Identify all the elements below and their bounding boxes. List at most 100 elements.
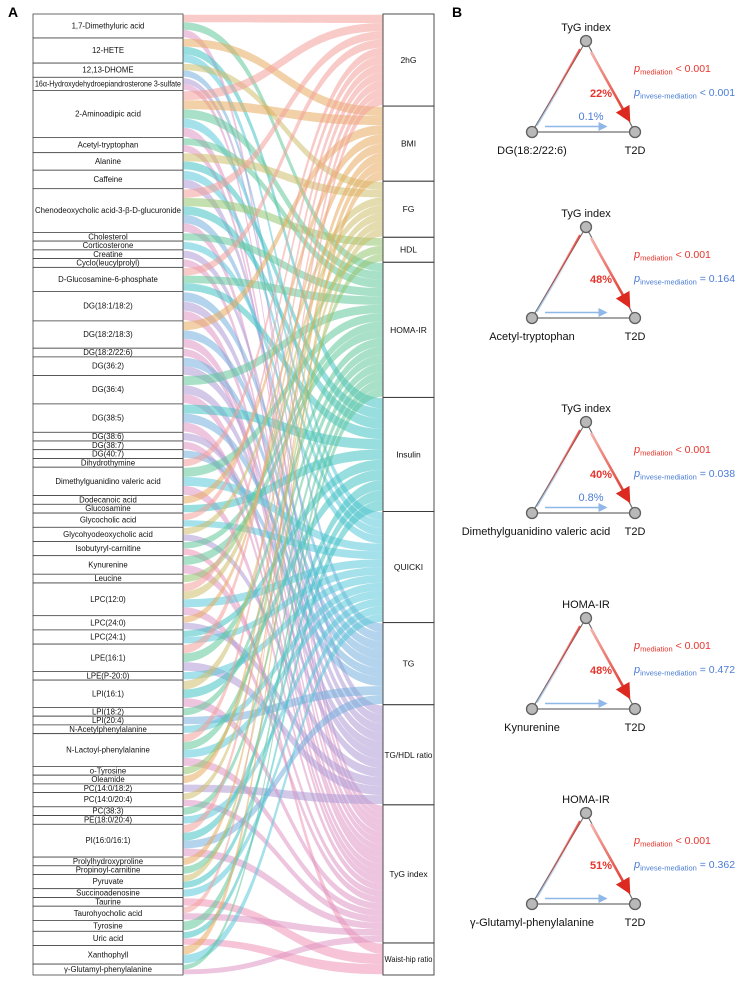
metabolite-label: PC(14:0/18:2) [84,784,133,793]
metabolite-node: Corticosterone [32,240,184,251]
metabolite-node: LPI(20:4) [32,715,184,726]
metabolite-label: Acetyl-tryptophan [78,141,139,150]
index-label: QUICKI [394,562,423,572]
metabolite-label: DG(18:2/18:3) [83,330,133,339]
metabolite-label: Tyrosine [93,921,122,930]
mediator-label: HOMA-IR [562,599,610,611]
mediator-dot [579,806,593,820]
p-inverse-mediation-text: pinvese-mediation = 0.472 [633,664,735,678]
sankey-link [183,606,383,897]
sankey-link [183,64,383,592]
metabolite-label: DG(38:7) [92,441,124,450]
metabolite-label: Oleamide [91,775,124,784]
metabolite-node: Cholesterol [32,232,184,242]
metabolite-label: Isobutyryl-carnitine [75,544,140,553]
p-mediation-text: pmediation < 0.001 [633,249,711,263]
metabolite-label: Cholesterol [88,232,128,241]
exposure-dot [525,311,539,325]
metabolite-node: LPC(24:1) [32,629,184,645]
metabolite-node: DG(40:7) [32,449,184,459]
metabolite-node: Kynurenine [32,555,184,575]
index-node: TG [382,622,435,706]
metabolite-node: Prolylhydroxyproline [32,856,184,867]
outcome-label: T2D [625,722,646,734]
mediator-dot [579,415,593,429]
sankey-link [183,799,383,923]
metabolite-label: LPE(P-20:0) [87,671,130,680]
sankey-link [183,388,383,970]
sankey-link [183,469,383,699]
mediation-arrow [589,823,631,895]
sankey-link [183,449,383,513]
metabolite-node: Leucine [32,573,184,584]
metabolite-label: Chenodeoxycholic acid-3-β-D-glucuronide [35,206,181,215]
metabolite-node: DG(36:4) [32,375,184,405]
metabolite-label: N-Lactoyl-phenylalanine [66,746,150,755]
index-label: TG/HDL ratio [385,750,433,760]
sankey-link [183,567,383,644]
metabolite-node: Uric acid [32,930,184,946]
sankey-link [183,346,383,716]
p-inverse-mediation-text: pinvese-mediation = 0.038 [633,468,735,482]
outcome-dot [628,897,642,911]
mediator-dot [579,34,593,48]
sankey-link [183,379,383,931]
metabolite-label: LPI(18:2) [92,707,124,716]
index-node: QUICKI [382,511,435,624]
metabolite-box [32,466,184,496]
sankey-link [183,72,383,654]
metabolite-label: DG(36:4) [92,385,124,394]
metabolite-label: 12,13-DHOME [82,66,133,75]
sankey-link [183,394,383,871]
inverse-path-fade [536,642,574,703]
metabolite-node: PC(14:0/20:4) [32,792,184,808]
sankey-link [183,138,383,289]
sankey-link [183,170,383,536]
metabolite-label: DG(18:2/22:6) [83,348,133,357]
metabolite-node: PC(38:3) [32,806,184,816]
mediation-triangle: HOMA-IR γ-Glutamyl-phenylalanine T2D 51% pme… [470,794,735,929]
metabolite-node: LPC(24:0) [32,615,184,631]
sankey-link [183,363,383,815]
metabolite-label: DG(40:7) [92,450,124,459]
metabolite-label: LPC(24:1) [90,633,126,642]
sankey-link [183,38,383,116]
outcome-dot [628,506,642,520]
exposure-label: DG(18:2/22:6) [497,145,567,157]
metabolite-node: Pyruvate [32,874,184,890]
sankey-link [183,385,383,760]
index-label: HDL [400,245,417,255]
metabolite-node: Chenodeoxycholic acid-3-β-D-glucuronide [32,188,184,233]
exposure-dot [525,897,539,911]
metabolite-node: DG(18:2/18:3) [32,320,184,349]
sankey-link [183,233,383,297]
metabolite-label: Pyruvate [93,877,124,886]
sankey-link [183,662,383,796]
metabolite-node: Tyrosine [32,920,184,932]
sankey-link [183,97,383,914]
metabolite-label: Propinoyl-carnitine [76,866,141,875]
metabolite-label: Leucine [94,574,121,583]
exposure-dot [525,506,539,520]
sankey-link [183,125,383,331]
sankey-link [183,14,383,23]
metabolite-node: DG(38:7) [32,440,184,451]
metabolite-node: DG(18:2/22:6) [32,347,184,358]
mediated-percent: 48% [590,274,612,286]
sankey-link [183,338,383,663]
sankey-link [183,152,383,784]
mediator-label: TyG index [561,208,611,220]
metabolite-box [32,37,184,64]
sankey-link [183,47,383,467]
metabolite-node: Glucosamine [32,503,184,514]
mediation-arrow [589,628,631,700]
sankey-link [183,80,383,743]
sankey-link [183,313,383,477]
metabolite-label: Dihydrothymine [81,458,135,467]
metabolite-box [32,733,184,767]
metabolite-node: DG(38:5) [32,403,184,433]
metabolite-node: N-Acetylphenylalanine [32,724,184,734]
sankey-left-column: 1,7-Dimethyluric acid 12-HETE 12,13-DHOME 1… [32,13,184,976]
